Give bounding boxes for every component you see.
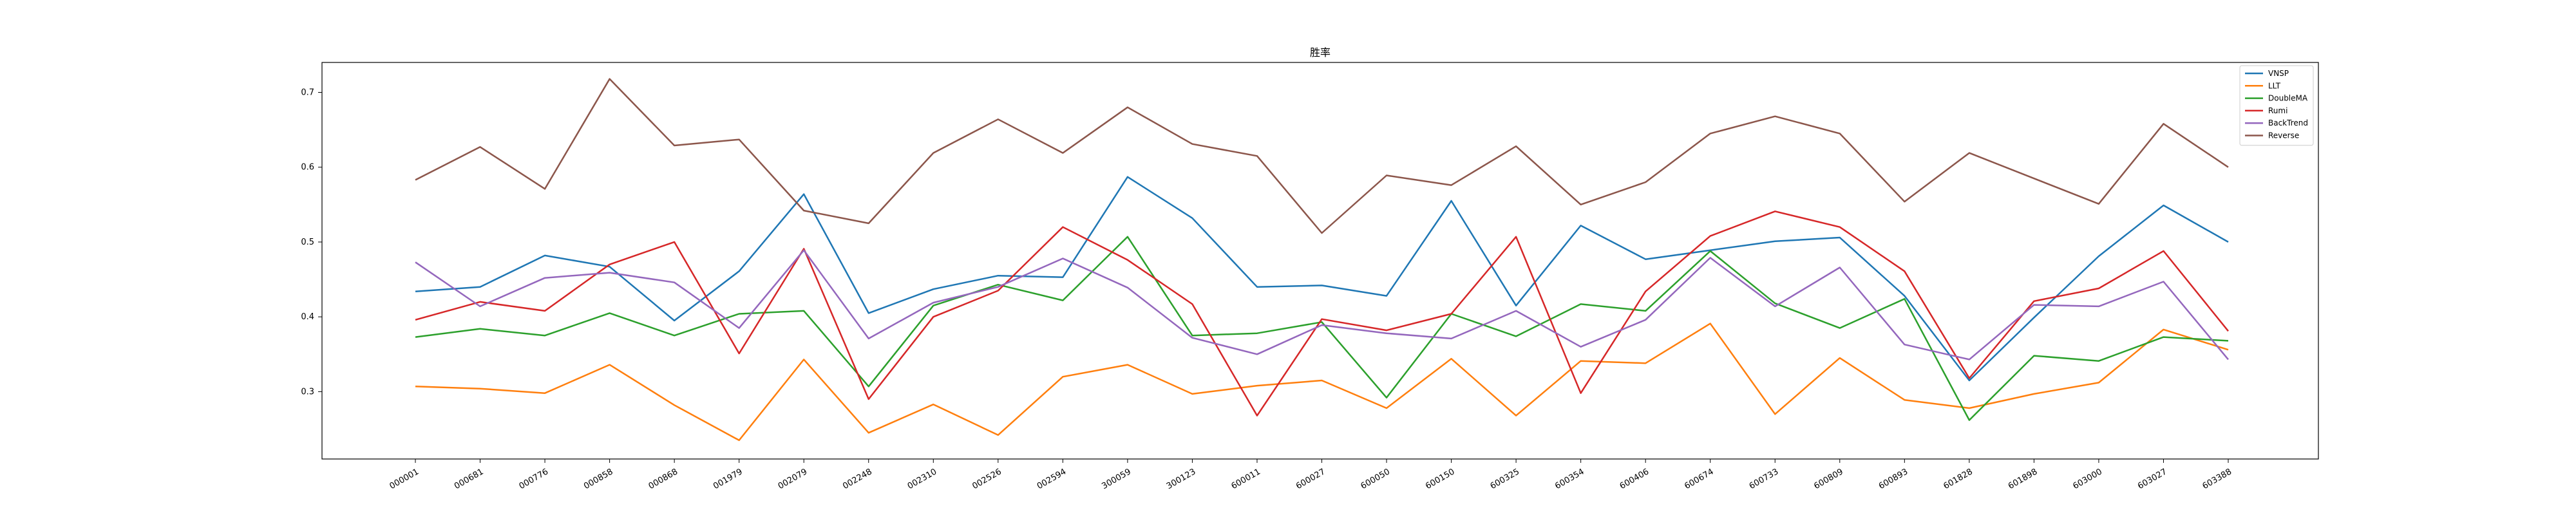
x-tick-label: 300059 [1100,467,1132,491]
x-tick-label: 300123 [1165,467,1197,491]
y-tick-label: 0.7 [301,88,314,97]
x-axis: 000001 000681 000776 000858 000868 001979 0020… [388,459,2233,491]
x-tick-label: 000868 [647,467,679,491]
x-tick-label: 002248 [841,467,873,491]
x-tick-label: 600050 [1359,467,1392,491]
x-tick-label: 600893 [1877,467,1909,491]
x-tick-label: 600325 [1489,467,1521,491]
x-tick-label: 600027 [1294,467,1327,491]
y-tick-label: 0.6 [301,163,314,173]
x-tick-label: 600011 [1229,467,1262,491]
x-tick-label: 601898 [2007,467,2039,491]
y-tick-label: 0.5 [301,238,314,247]
x-tick-label: 002594 [1036,467,1068,491]
x-tick-label: 603000 [2071,467,2103,491]
legend-label: Reverse [2268,131,2299,140]
x-tick-label: 000681 [453,467,485,491]
x-tick-label: 000776 [518,467,550,491]
legend-label: LLT [2268,81,2281,90]
x-tick-label: 600733 [1748,467,1780,491]
y-axis: 0.3 0.4 0.5 0.6 0.7 [301,88,322,397]
x-tick-label: 000001 [388,467,421,491]
series-line-reverse [415,78,2229,234]
plot-frame [321,62,2319,460]
x-tick-label: 600150 [1424,467,1456,491]
y-tick-label: 0.3 [301,387,314,397]
legend: VNSP LLT DoubleMA Rumi BackTrend Reverse [2239,65,2314,146]
x-tick-label: 001979 [712,467,744,491]
x-tick-label: 000858 [582,467,614,491]
x-tick-label: 002079 [777,467,809,491]
series-line-rumi [415,211,2229,417]
x-tick-label: 600674 [1683,467,1715,491]
legend-label: DoubleMA [2268,94,2308,103]
series-line-vnsp [415,176,2229,382]
series-lines [415,78,2229,442]
series-line-doublema [415,236,2229,421]
x-tick-label: 600406 [1618,467,1651,491]
x-tick-label: 601828 [1942,467,1974,491]
y-tick-label: 0.4 [301,312,314,322]
x-tick-label: 603027 [2136,467,2168,491]
x-tick-label: 600809 [1812,467,1844,491]
legend-label: BackTrend [2268,118,2308,127]
series-line-llt [415,323,2229,442]
legend-label: VNSP [2268,69,2289,78]
series-line-backtrend [415,249,2229,360]
x-tick-label: 600354 [1553,467,1586,491]
x-tick-label: 603388 [2201,467,2233,491]
chart-title: 胜率 [1310,46,1331,59]
legend-label: Rumi [2268,106,2287,115]
x-tick-label: 002310 [906,467,938,491]
x-tick-label: 002526 [971,467,1003,491]
